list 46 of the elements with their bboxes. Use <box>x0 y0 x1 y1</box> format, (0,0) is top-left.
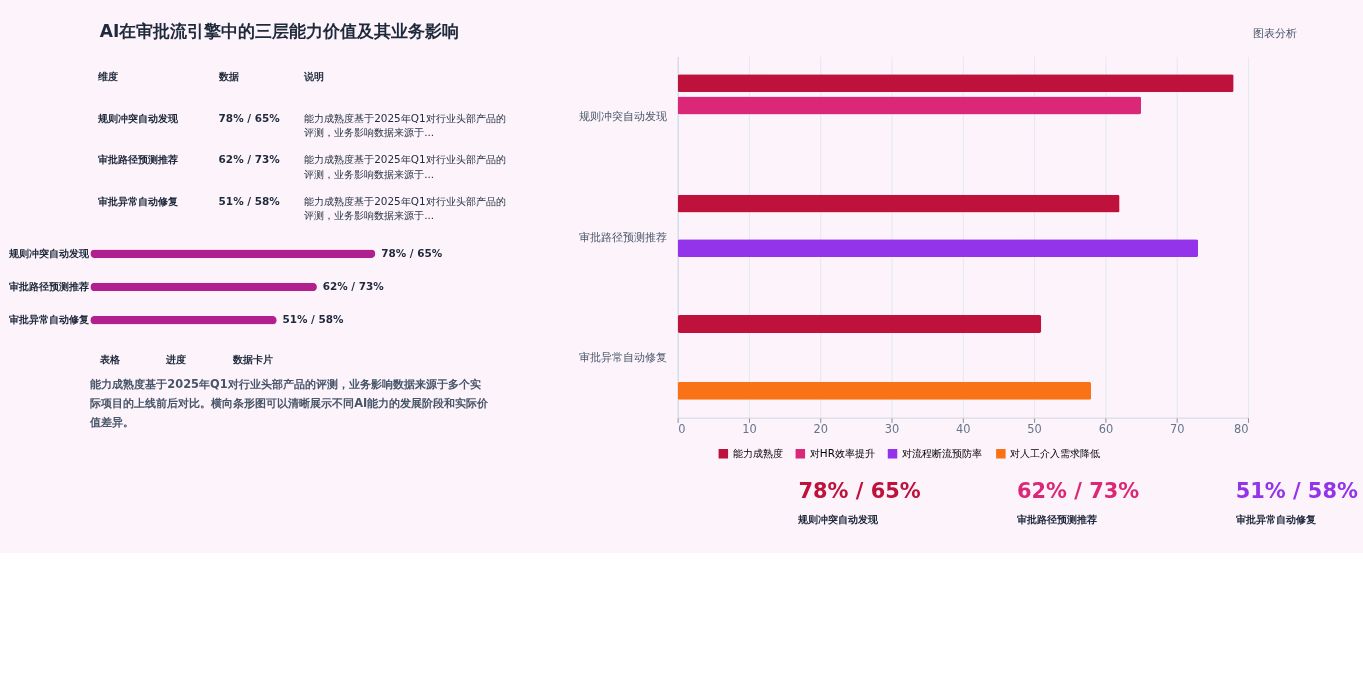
text: 51% / 58% <box>218 194 280 207</box>
y-tick-label: 规则冲突自动发现 <box>578 109 667 124</box>
text: 表格 <box>98 353 121 366</box>
text: 51% / 58% <box>1235 479 1358 504</box>
text: 62% / 73% <box>218 153 280 166</box>
text: 78% / 65% <box>798 479 921 504</box>
text: 能力成熟度基于2025年Q1对行业头部产品的评测，业务影响数据来源于... <box>304 153 506 180</box>
y-tick-label: 审批路径预测推荐 <box>578 229 667 244</box>
category-label: 审批异常自动修复 <box>97 194 178 207</box>
x-tick-label: 60 <box>1098 422 1114 437</box>
category-label: 审批路径预测推荐 <box>1017 513 1098 526</box>
legend-label: 对流程断流预防率 <box>902 446 983 459</box>
category-label: 规则冲突自动发现 <box>96 111 179 124</box>
text: 62% / 73% <box>1017 479 1140 504</box>
x-tick-label: 70 <box>1169 422 1185 437</box>
x-tick-label: 0 <box>678 422 686 437</box>
legend-label: 对HR效率提升 <box>809 446 875 459</box>
text: 数据 <box>217 70 239 83</box>
y-tick-label: 审批异常自动修复 <box>578 350 667 365</box>
data-label: 78% / 65% <box>381 246 443 259</box>
x-tick-label: 40 <box>956 422 971 437</box>
text: 能力成熟度基于2025年Q1对行业头部产品的评测，业务影响数据来源于多个实际项目的上线前后对比。横向条形图可以清晰展示不同AI能力的发展阶段和实际价值差异。 <box>89 377 490 430</box>
category-label: 审批异常自动修复 <box>1235 513 1316 526</box>
text: 数据卡片 <box>231 353 273 366</box>
text: 能力成熟度基于2025年Q1对行业头部产品的评测，业务影响数据来源于... <box>304 111 506 138</box>
category-label: 规则冲突自动发现 <box>797 513 880 526</box>
text: 78% / 65% <box>218 111 280 124</box>
legend-label: 对人工介入需求降低 <box>1010 446 1101 459</box>
text: 图表分析 <box>1253 25 1298 40</box>
text: 进度 <box>165 353 187 366</box>
y-tick-label: 审批路径预测推荐 <box>8 279 89 292</box>
text: 维度 <box>96 70 118 83</box>
text: 说明 <box>303 70 325 83</box>
x-tick-label: 80 <box>1233 422 1249 437</box>
x-tick-label: 50 <box>1027 422 1042 437</box>
text: AI在审批流引擎中的三层能力价值及其业务影响 <box>99 21 460 42</box>
y-tick-label: 规则冲突自动发现 <box>7 246 90 259</box>
x-tick-label: 30 <box>884 422 900 437</box>
x-tick-label: 10 <box>742 422 757 437</box>
data-label: 51% / 58% <box>282 313 345 326</box>
text: 能力成熟度基于2025年Q1对行业头部产品的评测，业务影响数据来源于... <box>304 194 506 222</box>
x-tick-label: 20 <box>813 422 828 437</box>
data-label: 62% / 73% <box>322 279 385 292</box>
category-label: 审批路径预测推荐 <box>97 153 178 166</box>
y-tick-label: 审批异常自动修复 <box>8 313 89 326</box>
legend-label: 能力成熟度 <box>732 446 783 459</box>
